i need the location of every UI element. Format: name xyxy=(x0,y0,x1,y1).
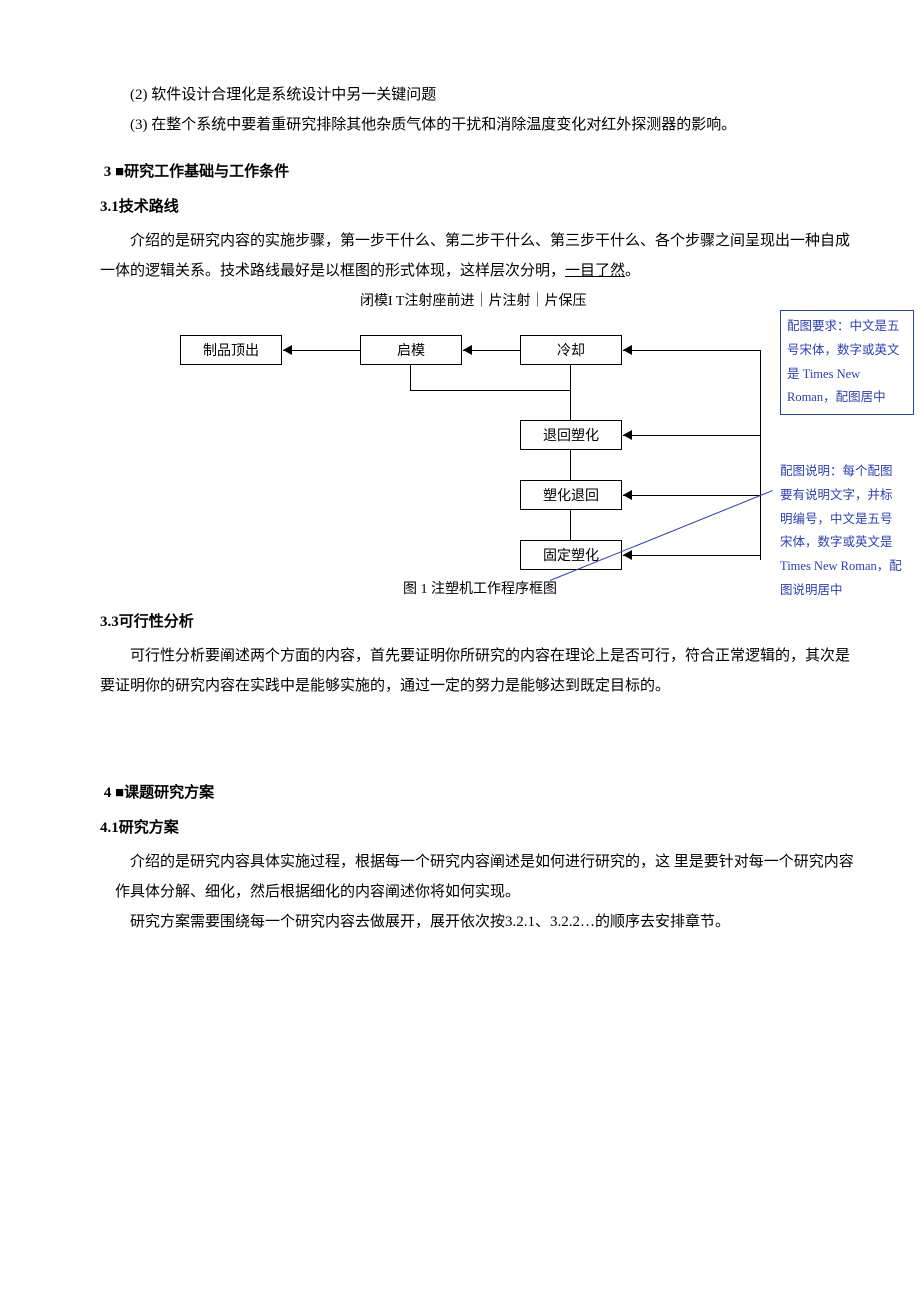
point-2: (2) 软件设计合理化是系统设计中另一关键问题 xyxy=(100,80,860,110)
section-3-heading: 3 ■研究工作基础与工作条件 xyxy=(100,160,860,181)
point-3-text: (3) 在整个系统中要着重研究排除其他杂质气体的干扰和消除温度变化对红外探测器的… xyxy=(130,117,736,133)
s31-b: 一目了然 xyxy=(565,263,625,279)
annot-capt-1: 配图说明：每个配图 xyxy=(780,460,915,484)
arrow-trunk-to-cool xyxy=(623,350,760,351)
vertical-from-cool xyxy=(570,365,571,560)
annot-req-4a: Roman xyxy=(787,390,823,404)
s31-c: 。 xyxy=(625,263,640,279)
vertical-trunk xyxy=(760,350,761,560)
section-3-3-heading: 3.3可行性分析 xyxy=(100,610,860,631)
spacer xyxy=(100,701,860,761)
box-fixed-plasticize: 固定塑化 xyxy=(520,540,622,570)
sec4-num: 4 xyxy=(104,785,112,801)
section-4-heading: 4 ■课题研究方案 xyxy=(100,781,860,802)
sec3-title: 研究工作基础与工作条件 xyxy=(124,164,289,180)
annot-capt-2: 要有说明文字，并标 xyxy=(780,484,915,508)
box-open-mold: 启模 xyxy=(360,335,462,365)
arrowhead-2 xyxy=(463,345,472,355)
annot-req-3a: 是 xyxy=(787,367,803,381)
annotation-figure-requirements: 配图要求：中文是五 号宋体，数字或英文 是 Times New Roman，配图… xyxy=(780,310,914,415)
annot-req-1: 配图要求：中文是五 xyxy=(787,315,907,339)
s31-a: 介绍的是研究内容的实施步骤，第一步干什么、第二步干什么、第三步干什么、各个步骤之… xyxy=(100,233,850,279)
arrow-to-plastret xyxy=(623,495,760,496)
figure-caption: 图 1 注塑机工作程序框图 xyxy=(350,578,610,598)
arrowhead-4 xyxy=(623,430,632,440)
sec3-num: 3 xyxy=(104,164,112,180)
annot-req-3b: Times New xyxy=(803,367,861,381)
annot-capt-5b: ，配 xyxy=(877,559,902,573)
box-return-plasticize: 退回塑化 xyxy=(520,420,622,450)
arrow-open-to-eject xyxy=(283,350,360,351)
box-product-eject: 制品顶出 xyxy=(180,335,282,365)
section-4-1-body-1: 介绍的是研究内容具体实施过程，根据每一个研究内容阐述是如何进行研究的，这 里是要… xyxy=(100,847,860,907)
sec4-title: 课题研究方案 xyxy=(124,785,214,801)
annot-capt-6: 图说明居中 xyxy=(780,579,915,603)
section-3-1-body: 介绍的是研究内容的实施步骤，第一步干什么、第二步干什么、第三步干什么、各个步骤之… xyxy=(100,226,860,286)
arrowhead-3 xyxy=(623,345,632,355)
arrowhead-1 xyxy=(283,345,292,355)
box-cooling: 冷却 xyxy=(520,335,622,365)
square-icon-2: ■ xyxy=(115,784,124,801)
box-plasticize-return: 塑化退回 xyxy=(520,480,622,510)
annot-capt-5a: Times New Roman xyxy=(780,559,877,573)
h-open-to-cool-branch xyxy=(410,390,570,391)
page: (2) 软件设计合理化是系统设计中另一关键问题 (3) 在整个系统中要着重研究排… xyxy=(0,0,920,1017)
arrowhead-5 xyxy=(623,490,632,500)
annot-req-2: 号宋体，数字或英文 xyxy=(787,339,907,363)
annot-capt-3: 明编号，中文是五号 xyxy=(780,508,915,532)
vertical-from-open xyxy=(410,365,411,390)
diagram-top-labels: 闭模I T注射座前进｜片注射｜片保压 xyxy=(360,290,586,310)
point-3: (3) 在整个系统中要着重研究排除其他杂质气体的干扰和消除温度变化对红外探测器的… xyxy=(100,110,860,140)
section-3-1-heading: 3.1技术路线 xyxy=(100,195,860,216)
arrow-to-retplast xyxy=(623,435,760,436)
square-icon: ■ xyxy=(115,163,124,180)
section-4-1-body-2: 研究方案需要围绕每一个研究内容去做展开，展开依次按3.2.1、3.2.2…的顺序… xyxy=(100,907,860,937)
section-3-3-body: 可行性分析要阐述两个方面的内容，首先要证明你所研究的内容在理论上是否可行，符合正… xyxy=(100,641,860,701)
annot-req-4b: ，配图居中 xyxy=(823,390,886,404)
arrowhead-6 xyxy=(623,550,632,560)
annot-capt-4: 宋体，数字或英文是 xyxy=(780,531,915,555)
arrow-to-fixplast xyxy=(623,555,760,556)
annotation-caption-requirements: 配图说明：每个配图 要有说明文字，并标 明编号，中文是五号 宋体，数字或英文是 … xyxy=(780,460,915,603)
section-4-1-heading: 4.1研究方案 xyxy=(100,816,860,837)
flowchart-diagram: 闭模I T注射座前进｜片注射｜片保压 制品顶出 启模 冷却 退回塑化 塑化退回 … xyxy=(100,290,860,610)
